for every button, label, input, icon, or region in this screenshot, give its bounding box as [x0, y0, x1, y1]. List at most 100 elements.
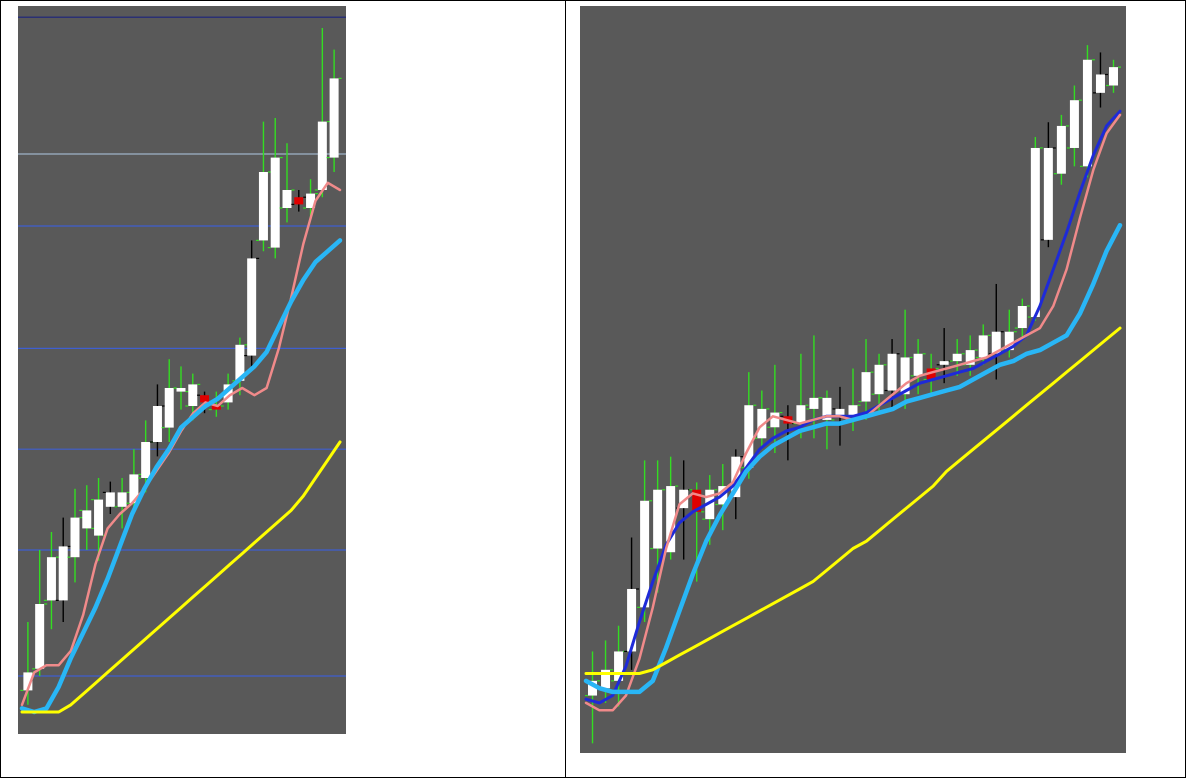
candle-4 [637, 460, 653, 623]
candle-body [887, 353, 897, 391]
candle-body [129, 474, 139, 504]
candle-body [978, 335, 988, 358]
candle-body [757, 408, 767, 439]
candle-body [1030, 147, 1040, 318]
right-cell [566, 1, 1185, 777]
candle-21 [858, 339, 874, 420]
candle-4 [67, 488, 83, 583]
candle-body [235, 344, 245, 381]
right-chart-svg [583, 45, 1123, 744]
candle-1 [32, 550, 48, 676]
candle-22 [871, 353, 887, 413]
candle-body [294, 197, 304, 205]
candle-body [809, 397, 819, 409]
candle-body [770, 412, 780, 428]
candle-body [601, 669, 611, 689]
indicator-line-1 [19, 238, 343, 715]
candle-body [666, 486, 676, 553]
candle-body [82, 510, 92, 529]
candle-body [164, 388, 174, 428]
candle-18 [819, 390, 835, 450]
candle-7 [102, 481, 118, 514]
candle-9 [126, 449, 142, 514]
candle-body [614, 651, 624, 681]
candle-37 [1066, 85, 1082, 167]
candle-body [1069, 100, 1079, 148]
left-cell [1, 1, 566, 777]
candle-body [282, 190, 292, 208]
candle-19 [244, 240, 260, 367]
indicator-line-0 [584, 109, 1122, 705]
candle-body [46, 557, 56, 601]
candle-body [861, 372, 871, 402]
candle-body [35, 604, 45, 669]
candle-body [965, 350, 975, 365]
candle-6 [91, 478, 107, 561]
candle-body [141, 442, 151, 478]
candle-12 [741, 372, 757, 479]
candle-40 [1105, 59, 1121, 93]
candle-body [705, 489, 715, 520]
candle-12 [161, 359, 177, 442]
candle-38 [1079, 45, 1095, 178]
candle-33 [1014, 298, 1030, 340]
candle-body [1082, 59, 1092, 167]
candle-body [848, 405, 858, 417]
candle-body [835, 408, 845, 417]
left-candlestick-chart [18, 6, 346, 734]
indicator-line-2 [20, 440, 342, 714]
candle-body [247, 258, 257, 356]
candle-body [1004, 331, 1014, 351]
candle-body [874, 364, 884, 395]
candle-body [744, 405, 754, 468]
candle-body [270, 157, 280, 248]
candle-body [117, 492, 127, 507]
candle-body [70, 517, 80, 558]
candle-0 [585, 651, 601, 744]
candle-21 [267, 118, 283, 259]
candle-body [822, 397, 832, 420]
candle-body [1017, 306, 1027, 329]
candle-36 [1053, 114, 1069, 185]
candle-34 [1027, 136, 1043, 321]
candle-body [679, 489, 689, 509]
left-chart-svg [18, 16, 346, 715]
candle-39 [1092, 52, 1108, 108]
candle-13 [173, 366, 189, 410]
candle-body [952, 353, 962, 362]
candle-body [188, 384, 198, 406]
candle-body [991, 331, 1001, 354]
candle-body [926, 368, 936, 380]
candle-20 [255, 121, 271, 252]
candle-body [900, 357, 910, 395]
candle-24 [303, 179, 319, 219]
candle-26 [326, 49, 342, 172]
indicator-line-3 [584, 326, 1122, 675]
candle-23 [291, 190, 307, 212]
candle-body [913, 353, 923, 376]
candle-3 [55, 517, 71, 622]
candle-body [653, 489, 663, 549]
candle-body [258, 172, 268, 241]
candle-body [1095, 74, 1105, 93]
candle-body [640, 500, 650, 608]
candle-11 [149, 384, 165, 457]
candle-body [939, 361, 949, 365]
candle-body [94, 499, 104, 536]
candle-8 [114, 478, 130, 529]
candle-22 [279, 143, 295, 223]
candle-body [200, 395, 210, 403]
candle-body [317, 121, 327, 190]
candle-body [588, 680, 598, 696]
candle-body [105, 492, 115, 507]
indicator-line-2 [583, 222, 1123, 695]
indicator-line-0 [20, 181, 342, 707]
candle-body [23, 672, 33, 691]
candle-body [627, 588, 637, 652]
candle-2 [43, 532, 59, 630]
candle-5 [79, 485, 95, 550]
candle-16 [208, 391, 224, 417]
candle-body [329, 78, 339, 158]
candle-body [211, 406, 221, 410]
